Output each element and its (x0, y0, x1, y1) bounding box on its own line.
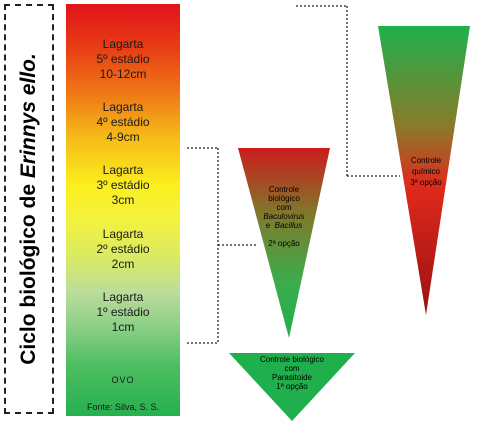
stage-size: 2cm (111, 257, 135, 271)
biological-control-label: Controle biológico com Baculovirus e Bac… (244, 185, 324, 248)
agent-bacillus: Bacillus (274, 221, 303, 230)
chemical-control-label: Controle químico 3ª opção (386, 155, 466, 188)
stage-3rd-instar: Lagarta 3º estádio 3cm (66, 163, 180, 208)
biological-control-triangle (238, 148, 330, 338)
stage-size: 10-12cm (99, 67, 147, 81)
label-line: com (284, 364, 300, 373)
biological-connector (187, 147, 258, 344)
stage-instar: 4º estádio (96, 115, 150, 129)
life-cycle-title-box: Ciclo biológico de Erinnys ello. (4, 4, 54, 414)
label-line: químico (411, 167, 440, 176)
label-line: Controle (410, 156, 442, 165)
parasitoid-control-triangle (229, 353, 355, 421)
stage-size: 3cm (111, 193, 135, 207)
stage-egg: OVO (111, 375, 135, 385)
stage-label: Lagarta (102, 100, 144, 114)
label-line: com (276, 203, 292, 212)
stage-5th-instar: Lagarta 5º estádio 10-12cm (66, 37, 180, 82)
stage-size: 4-9cm (106, 130, 140, 144)
label-line: Controle biológico (259, 355, 325, 364)
label-line: Controle (268, 185, 300, 194)
label-conjunction: e (265, 221, 271, 230)
chemical-control-triangle (378, 26, 470, 315)
stage-size: 1cm (111, 320, 135, 334)
stage-instar: 2º estádio (96, 242, 150, 256)
stage-label: Lagarta (102, 290, 144, 304)
stage-instar: 5º estádio (96, 52, 150, 66)
option-rank: 2ª opção (268, 239, 300, 248)
source-credit: Fonte: Silva, S. S. (86, 402, 160, 412)
stage-instar: 3º estádio (96, 178, 150, 192)
stage-label: Lagarta (102, 227, 144, 241)
life-cycle-stage-bar: Lagarta 5º estádio 10-12cm Lagarta 4º es… (66, 4, 180, 416)
stage-instar: 1º estádio (96, 305, 150, 319)
label-line: Parasitoide (271, 373, 313, 382)
stage-2nd-instar: Lagarta 2º estádio 2cm (66, 227, 180, 272)
stage-1st-instar: Lagarta 1º estádio 1cm (66, 290, 180, 335)
option-rank: 3ª opção (410, 178, 442, 187)
stage-4th-instar: Lagarta 4º estádio 4-9cm (66, 100, 180, 145)
parasitoid-control-label: Controle biológico com Parasitoide 1ª op… (230, 355, 354, 391)
label-line: biológico (268, 194, 300, 203)
agent-baculovirus: Baculovirus (263, 212, 305, 221)
option-rank: 1ª opção (276, 382, 308, 391)
stage-label: Lagarta (102, 37, 144, 51)
stage-label: Lagarta (102, 163, 144, 177)
chemical-connector (296, 5, 400, 177)
